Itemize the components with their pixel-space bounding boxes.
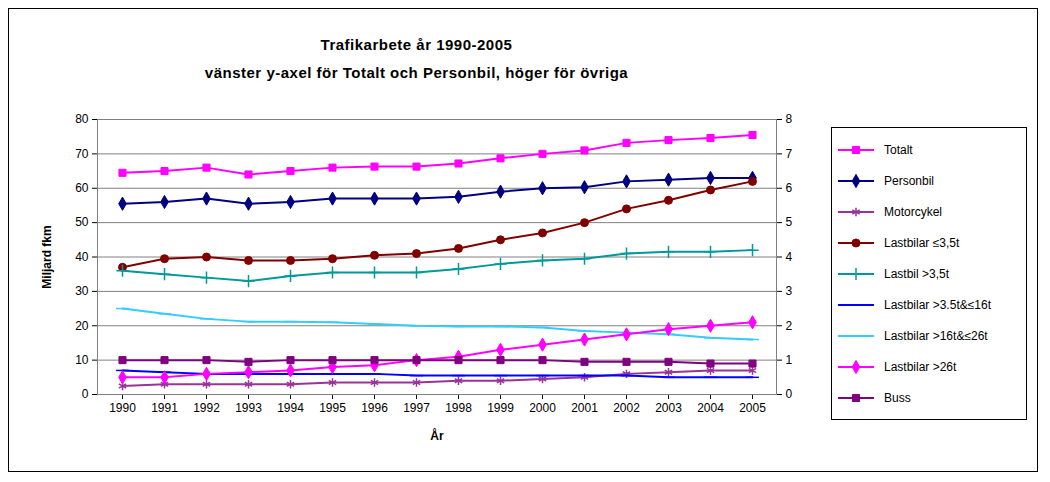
html-text:Lastbilar >16t&≤26t: Lastbilar >16t&≤26t (884, 328, 988, 343)
svg-text:1992: 1992 (193, 401, 220, 415)
html-text:Buss: Buss (884, 390, 911, 405)
svg-text:1997: 1997 (403, 401, 430, 415)
html-text:Totalt: Totalt (884, 142, 913, 157)
svg-text:1991: 1991 (151, 401, 178, 415)
html-text:Lastbilar >26t: Lastbilar >26t (884, 359, 957, 374)
svg-text:År: År (430, 428, 444, 443)
svg-text:Miljard fkm: Miljard fkm (40, 225, 54, 288)
html-text:Motorcykel: Motorcykel (884, 204, 942, 219)
svg-text:1996: 1996 (361, 401, 388, 415)
svg-text:2004: 2004 (697, 401, 724, 415)
html-text:vänster y-axel för Totalt och: vänster y-axel för Totalt och Personbil,… (204, 64, 629, 81)
svg-text:1993: 1993 (235, 401, 262, 415)
svg-text:5: 5 (786, 215, 793, 229)
html-text:Personbil: Personbil (884, 173, 934, 188)
svg-text:2: 2 (786, 319, 793, 333)
svg-text:6: 6 (786, 181, 793, 195)
svg-text:1995: 1995 (319, 401, 346, 415)
svg-text:50: 50 (75, 215, 89, 229)
svg-text:8: 8 (786, 112, 793, 126)
svg-text:2001: 2001 (571, 401, 598, 415)
svg-text:20: 20 (75, 319, 89, 333)
html-text:Lastbil >3,5t: Lastbil >3,5t (884, 266, 949, 281)
svg-text:7: 7 (786, 147, 793, 161)
svg-text:40: 40 (75, 250, 89, 264)
svg-text:2000: 2000 (529, 401, 556, 415)
svg-text:1994: 1994 (277, 401, 304, 415)
svg-text:1999: 1999 (487, 401, 514, 415)
html-text:Lastbilar >3.5t&≤16t: Lastbilar >3.5t&≤16t (884, 297, 991, 312)
svg-text:10: 10 (75, 353, 89, 367)
svg-text:2003: 2003 (655, 401, 682, 415)
svg-text:0: 0 (82, 387, 89, 401)
svg-text:1998: 1998 (445, 401, 472, 415)
svg-text:1: 1 (786, 353, 793, 367)
svg-text:3: 3 (786, 284, 793, 298)
html-text:Lastbilar ≤3,5t: Lastbilar ≤3,5t (884, 235, 960, 250)
svg-text:2005: 2005 (739, 401, 766, 415)
svg-text:1990: 1990 (109, 401, 136, 415)
html-text:Trafikarbete år 1990-2005: Trafikarbete år 1990-2005 (320, 36, 513, 53)
svg-text:2002: 2002 (613, 401, 640, 415)
svg-text:0: 0 (786, 387, 793, 401)
svg-text:60: 60 (75, 181, 89, 195)
svg-text:30: 30 (75, 284, 89, 298)
svg-text:80: 80 (75, 112, 89, 126)
svg-text:4: 4 (786, 250, 793, 264)
svg-text:70: 70 (75, 147, 89, 161)
